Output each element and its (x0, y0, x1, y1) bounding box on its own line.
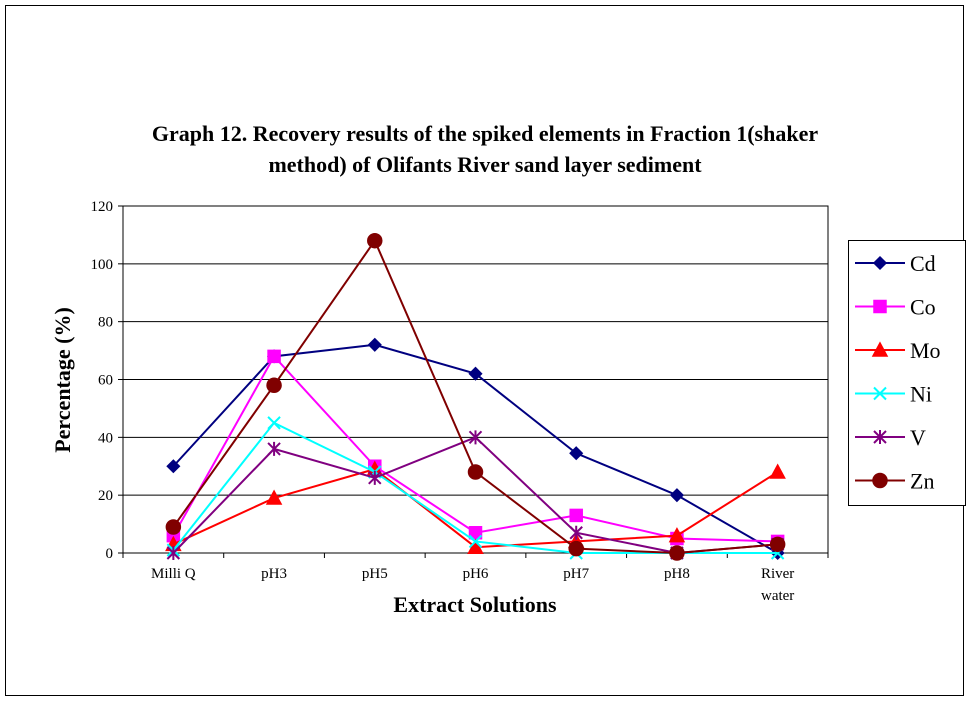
marker (367, 232, 383, 249)
y-tick-label: 40 (98, 430, 113, 446)
x-tick-label-box: Milli Q (151, 566, 196, 582)
y-tick-label: 60 (98, 373, 113, 389)
x-axis-label: Extract Solutions (393, 592, 557, 617)
marker (166, 459, 181, 474)
marker (769, 536, 786, 553)
legend-marker (873, 430, 887, 444)
legend-label: Cd (910, 251, 936, 276)
marker (669, 488, 684, 503)
x-tick-label: pH5 (361, 566, 388, 582)
legend-marker (872, 255, 888, 271)
legend-label: Co (910, 295, 936, 320)
marker (267, 349, 281, 364)
marker (266, 377, 282, 394)
marker (468, 430, 483, 445)
chart-title: Graph 12. Recovery results of the spiked… (151, 121, 819, 177)
marker (265, 489, 283, 505)
marker (165, 519, 182, 535)
x-tick-label-box: pH8 (664, 566, 690, 582)
legend-marker (873, 299, 887, 314)
marker (668, 527, 686, 543)
marker (669, 545, 685, 561)
x-tick-label-box: pH5 (361, 566, 388, 582)
marker (769, 463, 786, 479)
legend-label: Ni (910, 382, 932, 407)
x-tick-label: Milli Q (151, 566, 196, 582)
marker (569, 508, 583, 523)
legend-marker (873, 386, 887, 401)
y-tick-label: 100 (91, 257, 114, 273)
x-tick-label: pH3 (261, 566, 287, 582)
y-tick-label: 120 (91, 199, 114, 215)
marker (468, 366, 483, 381)
marker (569, 525, 583, 540)
marker (467, 538, 484, 554)
y-axis-label: Percentage (%) (50, 307, 75, 453)
marker (568, 540, 584, 557)
y-tick-label: 80 (98, 315, 113, 331)
legend-marker (872, 472, 888, 489)
x-tick-label: River water (760, 566, 795, 604)
marker (267, 416, 281, 430)
title-box: Graph 12. Recovery results of the spiked… (151, 121, 819, 177)
legend-label: V (910, 425, 926, 450)
marker (569, 446, 584, 461)
x-tick-label-box: pH3 (261, 566, 287, 582)
x-tick-label: pH7 (563, 566, 590, 582)
legend-label: Zn (910, 469, 934, 494)
marker (368, 470, 382, 485)
legend-label: Mo (910, 338, 941, 363)
x-tick-label-box: pH6 (462, 566, 489, 582)
marker (468, 534, 483, 549)
marker (367, 337, 382, 352)
x-tick-label: pH8 (664, 566, 690, 582)
x-tick-label: pH6 (462, 566, 489, 582)
legend-marker (871, 341, 889, 357)
x-tick-label-box: pH7 (563, 566, 590, 582)
marker (267, 441, 281, 456)
marker (166, 546, 181, 560)
x-tick-label-box: River water (760, 566, 795, 604)
marker (467, 464, 484, 480)
legend-box (848, 240, 966, 506)
y-tick-label: 20 (98, 488, 113, 504)
y-tick-label: 0 (106, 546, 114, 562)
